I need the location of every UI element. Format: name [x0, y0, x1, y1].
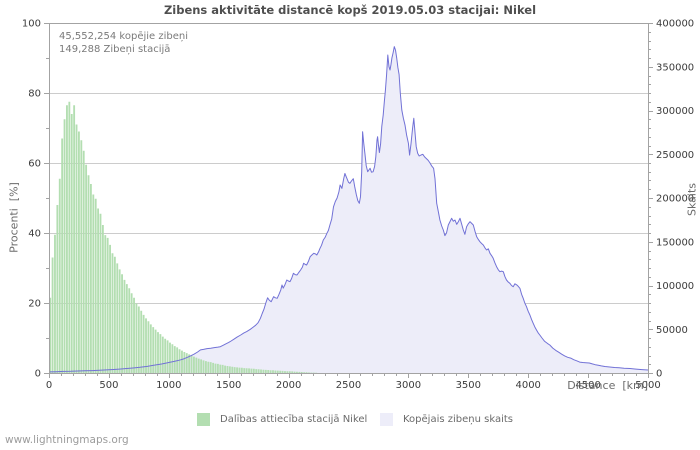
- legend-swatch-green: [197, 412, 210, 426]
- legend-item-participation: Dalības attiecība stacijā Nikel: [197, 412, 367, 426]
- tick-label: 4000: [515, 380, 540, 391]
- tick-label: 500: [99, 380, 118, 391]
- tick-label: 250000: [656, 150, 694, 161]
- x-axis-label: Distance [km]: [567, 379, 648, 392]
- total-lightning-line: [48, 46, 649, 373]
- tick-label: 350000: [656, 62, 694, 73]
- legend-item-total: Kopējais zibeņu skaits: [380, 412, 513, 426]
- tick-label: 20: [28, 299, 41, 310]
- tick-label: 2000: [276, 380, 301, 391]
- tick-label: 3500: [456, 380, 481, 391]
- tick-label: 150000: [656, 237, 694, 248]
- tick-label: 3000: [396, 380, 421, 391]
- tick-label: 100000: [656, 281, 694, 292]
- left-axis-label: Procenti [%]: [7, 182, 21, 253]
- tick-label: 4500: [575, 380, 600, 391]
- tick-label: 1500: [216, 380, 241, 391]
- annotation-block: 45,552,254 kopējie zibeņi 149,288 Zibeņi…: [59, 30, 188, 56]
- tick-label: 400000: [656, 19, 694, 30]
- tick-label: 200000: [656, 194, 694, 205]
- legend-swatch-lavender: [380, 412, 393, 426]
- participation-histogram: [49, 101, 318, 374]
- tick-labels: 0 500 1000 1500 2000 2500 3000 3500 4000 4500 5000…: [22, 19, 694, 392]
- site-watermark: www.lightningmaps.org: [5, 434, 129, 446]
- tick-label: 60: [28, 159, 41, 170]
- tick-label: 40: [28, 229, 41, 240]
- tick-label: 300000: [656, 106, 694, 117]
- axis-ticks: [44, 23, 653, 378]
- tick-label: 0: [35, 369, 41, 380]
- tick-label: 2500: [336, 380, 361, 391]
- tick-label: 5000: [635, 380, 660, 391]
- tick-label: 1000: [156, 380, 181, 391]
- tick-label: 80: [28, 89, 41, 100]
- annotation-station-strikes: 149,288 Zibeņi stacijā: [59, 44, 171, 55]
- legend-label-total: Kopējais zibeņu skaits: [403, 413, 513, 425]
- total-lightning-area: [49, 46, 648, 373]
- tick-label: 50000: [656, 325, 688, 336]
- tick-label: 0: [656, 369, 662, 380]
- tick-label: 0: [46, 380, 52, 391]
- chart-title: Zibens aktivitāte distancē kopš 2019.05.…: [163, 3, 537, 17]
- right-axis-label: Skaits: [685, 183, 699, 216]
- legend-label-participation: Dalības attiecība stacijā Nikel: [220, 413, 368, 425]
- tick-label: 100: [22, 19, 41, 30]
- annotation-total-strikes: 45,552,254 kopējie zibeņi: [59, 31, 189, 42]
